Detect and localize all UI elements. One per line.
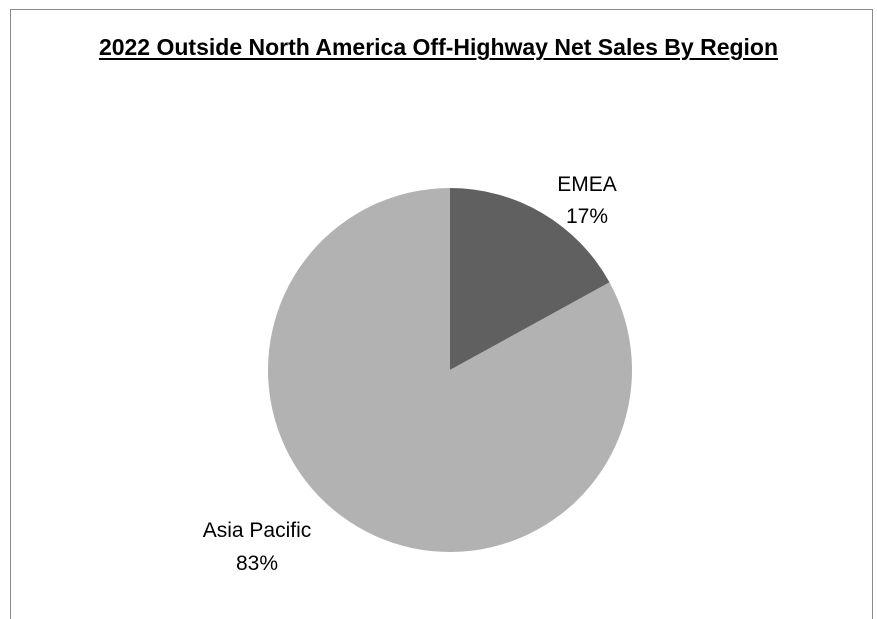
slice-label-emea-name: EMEA <box>557 173 617 196</box>
chart-title: 2022 Outside North America Off-Highway N… <box>98 34 779 60</box>
slice-label-asia-pacific-name: Asia Pacific <box>203 519 312 542</box>
pie-slice-asia-pacific <box>268 188 632 552</box>
slice-label-emea-value: 17% <box>566 205 608 228</box>
slice-label-asia-pacific-value: 83% <box>236 552 278 575</box>
chart-frame <box>10 9 873 619</box>
pie-slice-emea <box>450 188 610 370</box>
